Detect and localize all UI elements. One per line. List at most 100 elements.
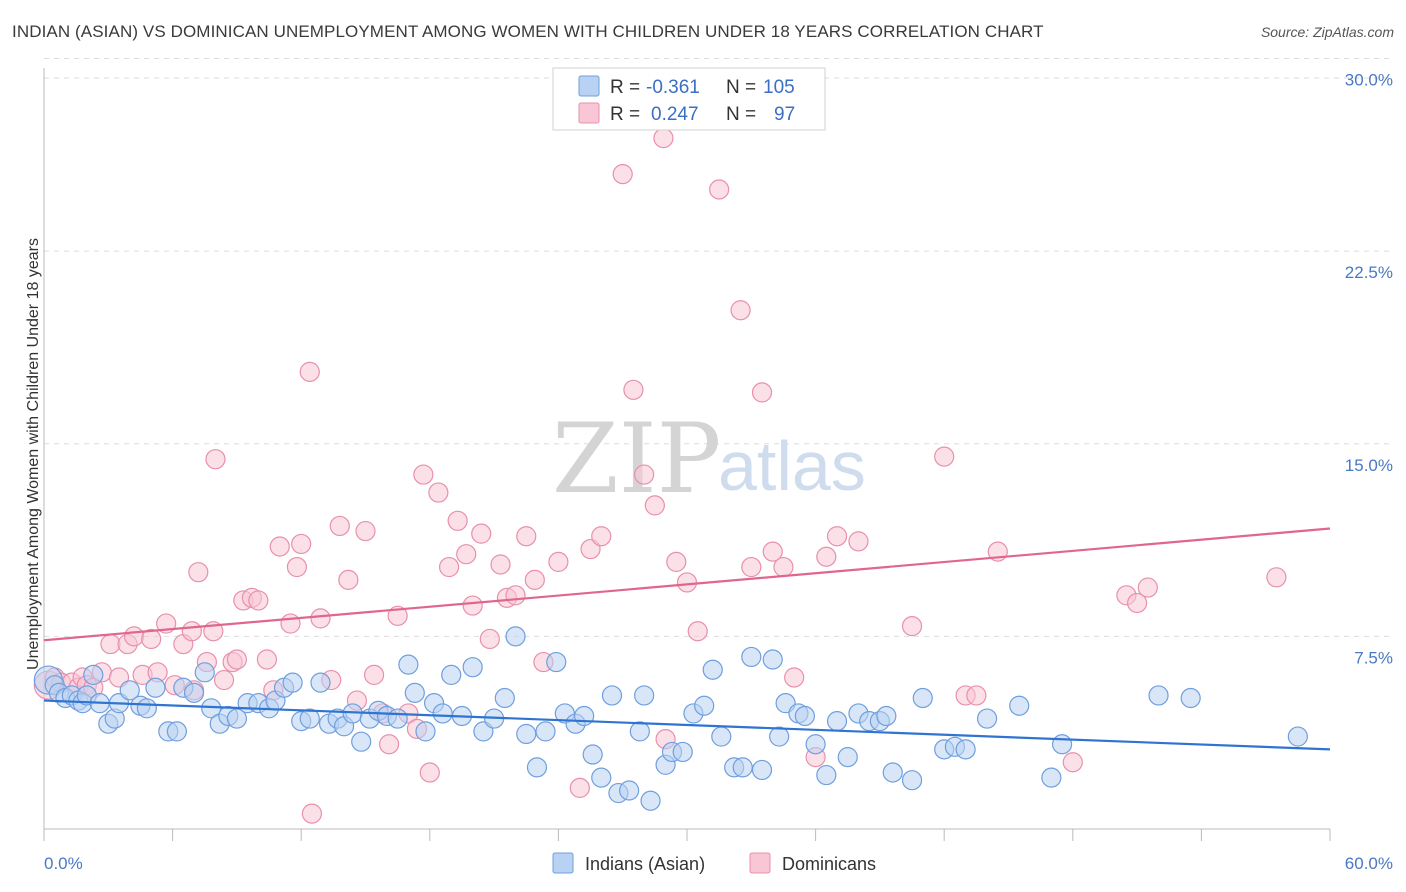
trend-lines xyxy=(43,527,1331,751)
indians-asian-point xyxy=(351,731,372,752)
y-tick-label: 30.0% xyxy=(1345,71,1393,90)
dominicans-point xyxy=(280,613,301,634)
dominicans-point xyxy=(730,300,751,321)
y-tick-label: 22.5% xyxy=(1345,263,1393,282)
dominicans-point xyxy=(524,569,545,590)
indians-asian-point xyxy=(387,708,408,729)
dominicans-point xyxy=(687,621,708,642)
legend-r-value-1: -0.361 xyxy=(646,77,700,98)
series-legend: Indians (Asian) Dominicans xyxy=(552,852,876,874)
indians-asian-point xyxy=(694,695,715,716)
indians-asian-point xyxy=(441,664,462,686)
indians-asian-point xyxy=(535,721,556,742)
indians-asian-point xyxy=(826,711,848,732)
indians-asian-point xyxy=(432,703,453,724)
dominicans-point xyxy=(516,526,537,547)
indians-asian-point xyxy=(582,744,603,765)
indians-asian-point xyxy=(299,708,320,729)
gridlines xyxy=(44,58,1392,637)
dominicans-point xyxy=(634,464,655,485)
dominicans-point xyxy=(299,361,320,382)
dominicans-point xyxy=(438,556,460,578)
legend-r-value-2: 0.247 xyxy=(651,104,699,125)
indians-asian-point xyxy=(601,685,623,706)
indians-asian-point xyxy=(494,687,515,709)
dominicans-point xyxy=(666,551,687,573)
dominicans-point xyxy=(141,628,162,650)
y-axis-title: Unemployment Among Women with Children U… xyxy=(25,238,42,670)
x-ticks xyxy=(43,829,1331,841)
indians-asian-point xyxy=(183,682,205,703)
indians-asian-point xyxy=(702,659,723,680)
dominicans-point xyxy=(741,556,762,578)
indians-asian-point xyxy=(976,708,998,729)
indians-asian-point xyxy=(882,762,903,783)
dominicans-point xyxy=(784,667,805,688)
dominicans-point xyxy=(1137,577,1158,598)
dominicans-point xyxy=(479,628,500,650)
dominicans-point xyxy=(205,449,226,470)
dominicans-point xyxy=(490,554,511,575)
indians-asian-point xyxy=(805,734,826,755)
bottom-legend-swatch-blue xyxy=(552,852,574,874)
chart-title: INDIAN (ASIAN) VS DOMINICAN UNEMPLOYMENT… xyxy=(12,22,1044,41)
legend-n-value-1: 105 xyxy=(763,77,795,98)
indians-asian-point xyxy=(876,705,897,727)
indians-asian-point xyxy=(404,682,425,703)
indians-asian-point xyxy=(1051,734,1073,755)
indians-asian-point xyxy=(912,687,933,709)
indians-asian-point xyxy=(526,757,548,778)
dominicans-point xyxy=(413,464,434,485)
dominicans-point xyxy=(1126,592,1148,614)
legend-r-label-2: R = xyxy=(610,104,640,125)
dominicans-point xyxy=(591,526,612,547)
indians-asian-point xyxy=(119,680,140,701)
dominicans-point xyxy=(387,605,408,626)
dominicans-point xyxy=(471,523,492,544)
dominicans-point xyxy=(363,664,385,686)
dominicans-point xyxy=(773,556,794,578)
dominicans-point xyxy=(123,626,145,647)
dominicans-point xyxy=(1062,752,1083,773)
indians-asian-point xyxy=(1287,726,1308,747)
dominicans-point xyxy=(1266,567,1287,588)
indians-asian-point xyxy=(415,721,436,742)
indians-asian-points xyxy=(33,626,1308,811)
dominicans-point xyxy=(188,562,209,583)
legend-n-label-2: N = xyxy=(726,104,756,125)
indians-asian-point xyxy=(398,654,419,675)
y-tick-labels: 7.5% 15.0% 22.5% 30.0% xyxy=(1345,71,1393,668)
bottom-legend-swatch-pink xyxy=(749,852,771,874)
indians-asian-point xyxy=(732,757,753,778)
dominicans-point xyxy=(256,649,278,670)
dominicans-point xyxy=(286,556,308,578)
watermark: ZIP atlas xyxy=(552,403,866,515)
indians-asian-point xyxy=(741,646,762,668)
legend-swatch-pink xyxy=(578,102,600,124)
dominicans-point xyxy=(826,526,848,547)
dominicans-point xyxy=(505,585,526,606)
x-tick-label-min: 0.0% xyxy=(44,854,83,873)
indians-asian-point xyxy=(166,721,187,742)
indians-asian-point xyxy=(136,698,157,719)
y-tick-label: 7.5% xyxy=(1354,648,1393,667)
indians-asian-point xyxy=(462,657,483,678)
indians-asian-point xyxy=(619,780,640,801)
indians-asian-trend-line xyxy=(43,699,1331,751)
dominicans-point xyxy=(100,633,121,655)
dominicans-point xyxy=(301,803,323,824)
indians-asian-point xyxy=(1009,695,1030,716)
bottom-legend-label-indians: Indians (Asian) xyxy=(585,854,705,874)
indians-asian-point xyxy=(751,759,773,781)
indians-asian-point xyxy=(505,626,526,647)
indians-asian-point xyxy=(1148,685,1169,706)
dominicans-point xyxy=(966,685,987,706)
indians-asian-point xyxy=(546,651,567,673)
dominicans-point xyxy=(181,621,202,642)
watermark-zip: ZIP xyxy=(552,403,721,515)
y-tick-label: 15.0% xyxy=(1345,456,1393,475)
dominicans-point xyxy=(419,762,440,783)
indians-asian-point xyxy=(634,685,655,706)
dominicans-point xyxy=(378,734,400,755)
correlation-legend: R = -0.361 N = 105 R = 0.247 N = 97 xyxy=(552,67,826,131)
